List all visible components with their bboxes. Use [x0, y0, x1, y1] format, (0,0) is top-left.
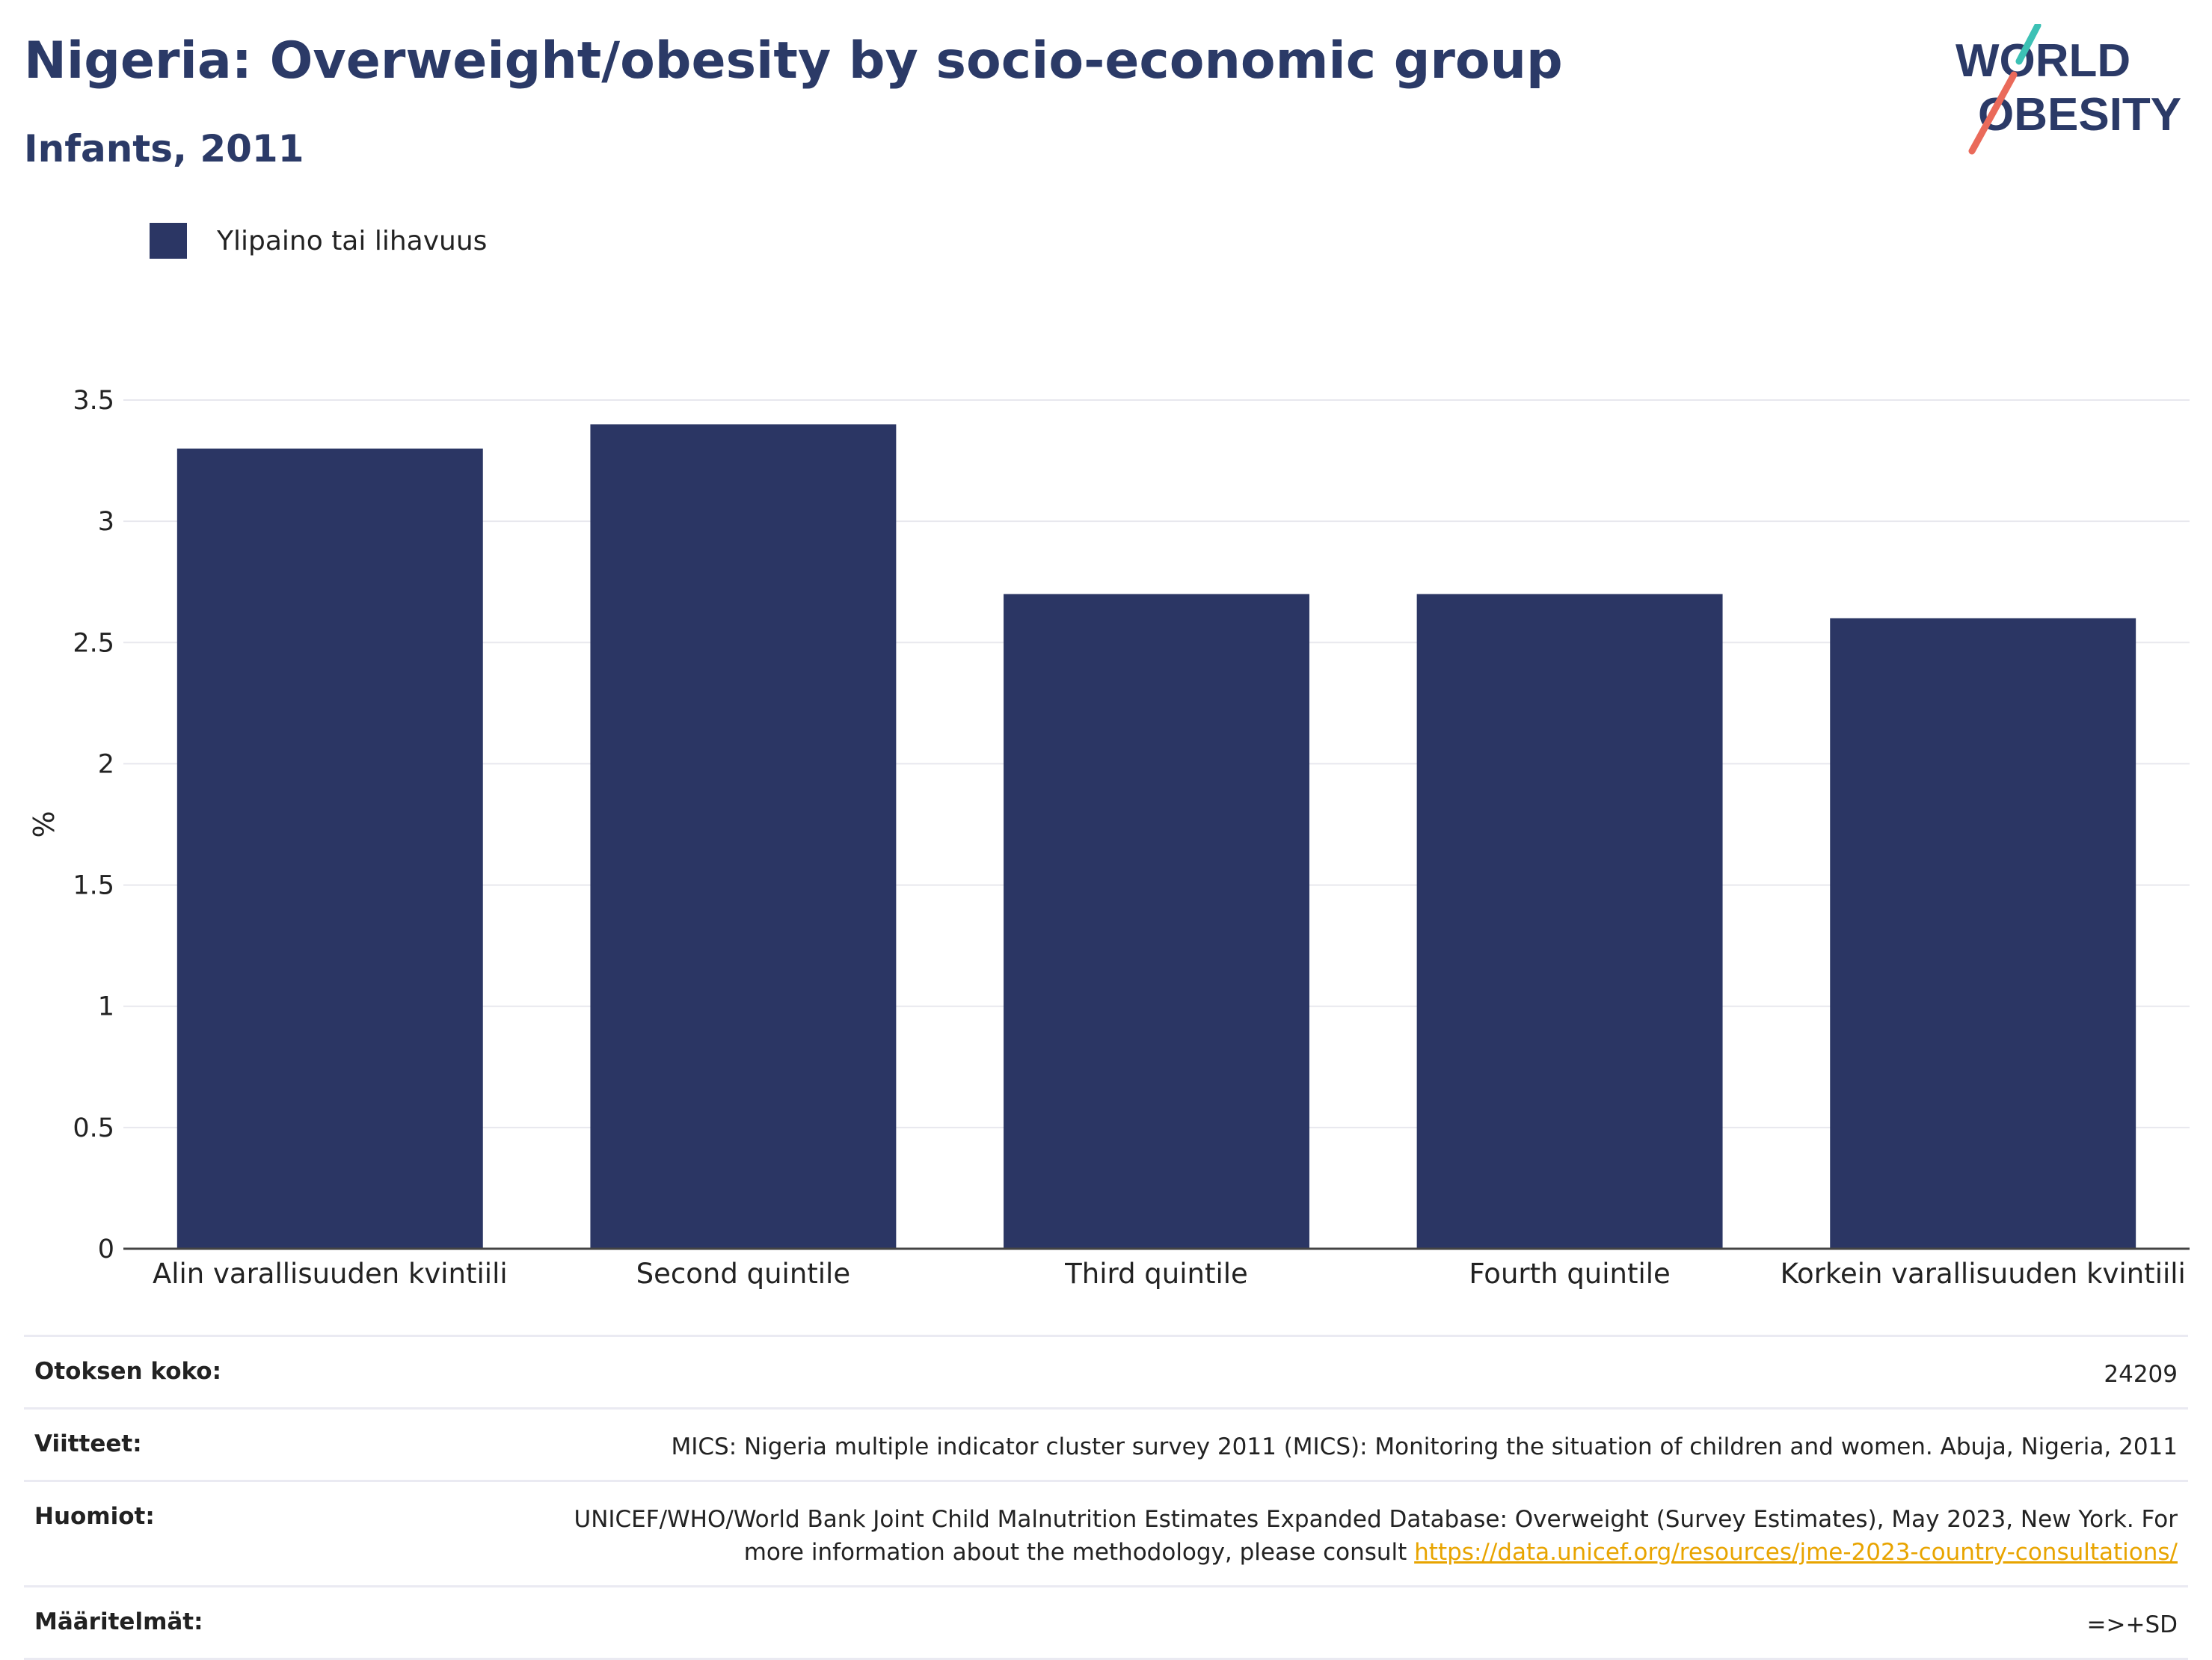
footer-row-references: Viitteet: MICS: Nigeria multiple indicat… [24, 1407, 2188, 1480]
x-tick-label: Second quintile [636, 1258, 850, 1290]
methodology-link[interactable]: https://data.unicef.org/resources/jme-20… [1414, 1539, 2178, 1566]
x-tick-label: Alin varallisuuden kvintiili [153, 1258, 508, 1290]
definitions-value: =>+SD [2086, 1611, 2178, 1638]
bar-chart: 0 0.5 1 1.5 2 2.5 3 3.5% Alin varallisuuden kvin… [28, 386, 2190, 1290]
world-obesity-logo: WORLD OBESITY [1956, 24, 2181, 155]
y-tick-label: 3.5 [73, 386, 114, 416]
y-tick-label: 1 [98, 992, 114, 1022]
references-label: Viitteet: [34, 1430, 142, 1457]
y-tick-label: 1.5 [73, 871, 114, 901]
notes-value: UNICEF/WHO/World Bank Joint Child Malnut… [532, 1503, 2178, 1569]
references-value: MICS: Nigeria multiple indicator cluster… [671, 1433, 2178, 1460]
sample-size-value: 24209 [2104, 1361, 2178, 1388]
y-tick-label: 2.5 [73, 628, 114, 658]
legend-swatch [150, 223, 187, 259]
bar [1004, 594, 1309, 1249]
chart-title: Nigeria: Overweight/obesity by socio-eco… [24, 31, 1563, 90]
notes-label: Huomiot: [34, 1503, 155, 1530]
bar [1416, 594, 1723, 1249]
logo-line1: WORLD [1956, 35, 2130, 87]
footer-row-notes: Huomiot: UNICEF/WHO/World Bank Joint Chi… [24, 1480, 2188, 1585]
y-tick-label: 0 [98, 1235, 114, 1264]
x-tick-label: Korkein varallisuuden kvintiili [1781, 1258, 2186, 1290]
sample-size-label: Otoksen koko: [34, 1358, 221, 1385]
bar [590, 424, 897, 1249]
legend-label: Ylipaino tai lihavuus [217, 225, 488, 256]
bar [176, 448, 483, 1249]
footer-row-sample: Otoksen koko: 24209 [24, 1335, 2188, 1407]
x-tick-label: Fourth quintile [1469, 1258, 1670, 1290]
logo-line2: OBESITY [1978, 89, 2181, 141]
footer-row-definitions: Määritelmät: =>+SD [24, 1585, 2188, 1660]
y-tick-label: 3 [98, 507, 114, 537]
x-tick-label: Third quintile [1064, 1258, 1248, 1290]
y-tick-label: 2 [98, 749, 114, 779]
footer-table: Otoksen koko: 24209 Viitteet: MICS: Nige… [24, 1335, 2188, 1660]
bar [1830, 618, 2136, 1249]
definitions-label: Määritelmät: [34, 1608, 203, 1635]
y-tick-label: 0.5 [73, 1113, 114, 1143]
y-axis-label: % [28, 811, 61, 837]
chart-subtitle: Infants, 2011 [24, 127, 304, 170]
legend[interactable]: Ylipaino tai lihavuus [150, 223, 487, 259]
notes-text: UNICEF/WHO/World Bank Joint Child Malnut… [574, 1506, 2178, 1566]
